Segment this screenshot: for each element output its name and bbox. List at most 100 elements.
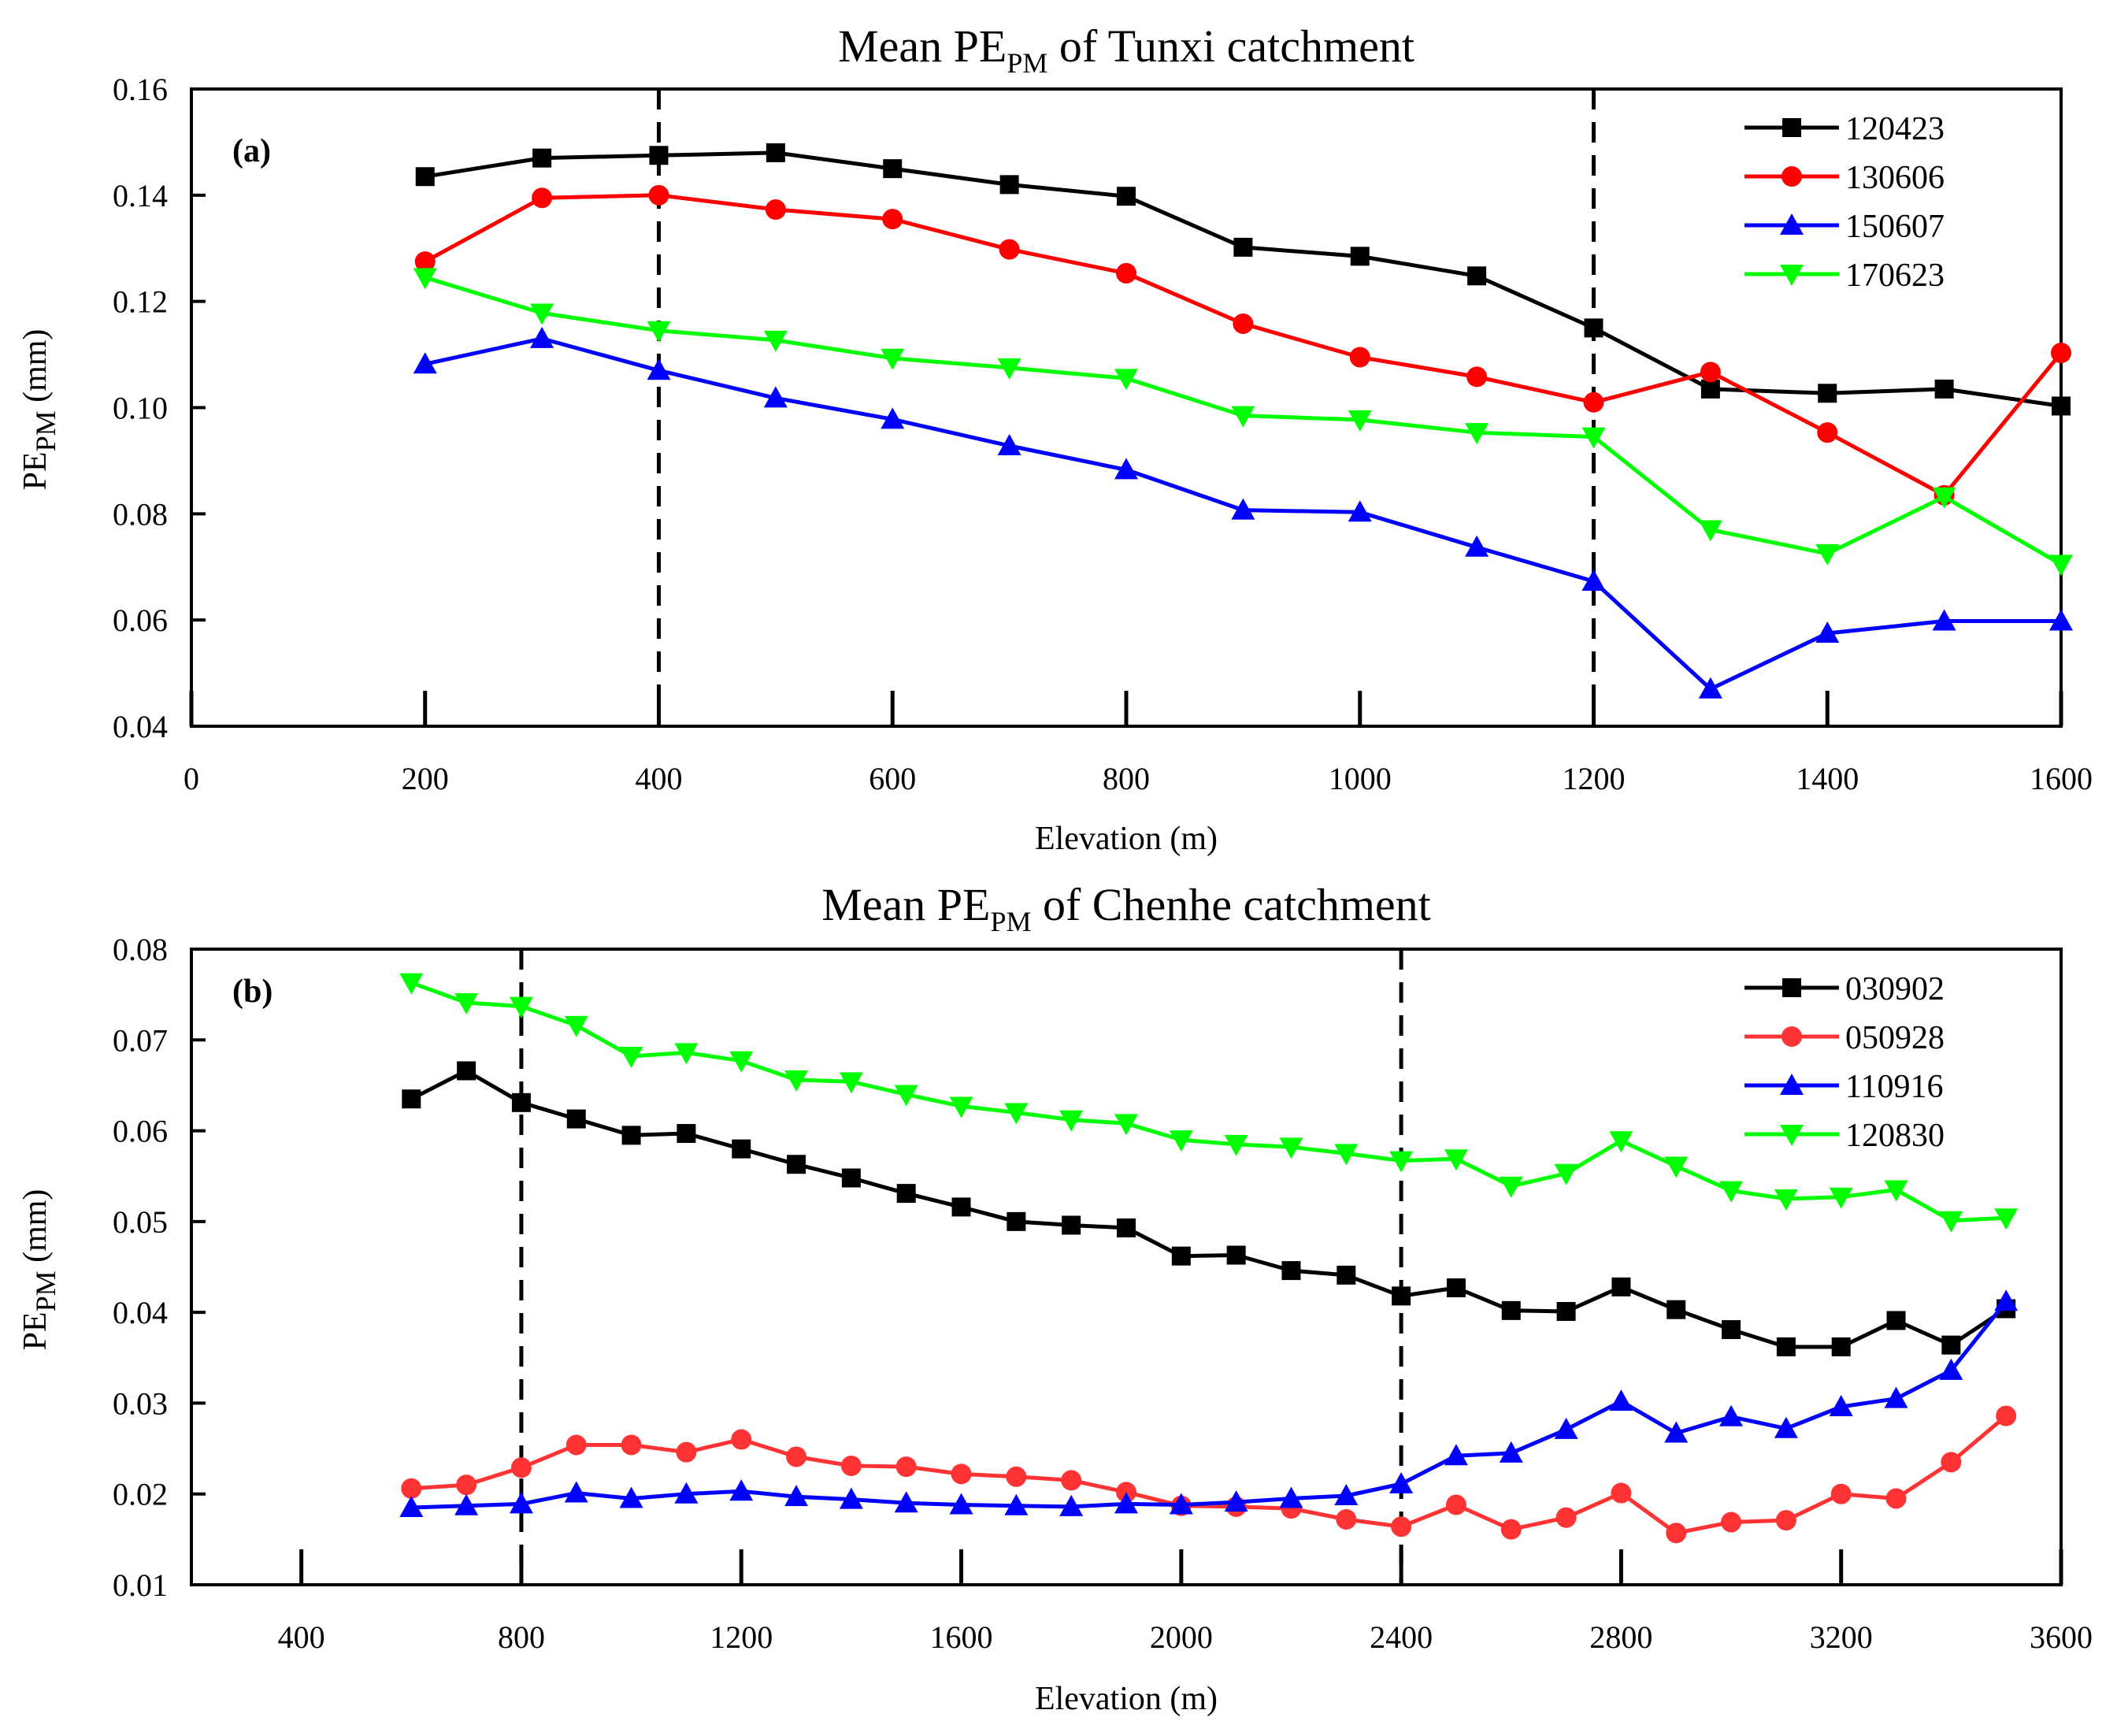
data-point bbox=[1004, 1493, 1029, 1515]
data-point bbox=[883, 159, 903, 179]
data-point bbox=[1389, 1472, 1414, 1494]
legend-marker bbox=[1780, 1074, 1804, 1095]
data-point bbox=[1886, 1311, 1906, 1330]
data-point bbox=[1004, 1103, 1029, 1125]
data-point bbox=[510, 1457, 532, 1478]
data-point bbox=[1554, 1417, 1578, 1439]
data-point bbox=[729, 1051, 754, 1073]
data-point bbox=[1114, 369, 1138, 391]
data-point bbox=[1555, 1507, 1577, 1528]
data-point bbox=[1114, 1492, 1138, 1514]
data-point bbox=[1279, 1137, 1303, 1159]
data-point bbox=[1392, 1286, 1411, 1306]
legend-marker bbox=[1781, 166, 1802, 187]
series-030902 bbox=[402, 1061, 2016, 1356]
chart-panel-chenhe: Mean PEPM of Chenhe catchment 0.01 0.02 0.0… bbox=[17, 879, 2093, 1717]
panel-label: (b) bbox=[232, 974, 273, 1010]
data-point bbox=[1932, 609, 1956, 631]
data-point bbox=[786, 1446, 807, 1467]
data-point bbox=[1499, 1176, 1523, 1198]
data-point bbox=[530, 303, 554, 325]
data-point bbox=[1830, 1483, 1852, 1504]
y-tick-label: 0.04 bbox=[113, 1295, 168, 1330]
chart-title: Mean PEPM of Tunxi catchment bbox=[838, 20, 1414, 79]
data-point bbox=[763, 330, 788, 352]
y-tick-label: 0.10 bbox=[113, 391, 168, 426]
data-point bbox=[1666, 1523, 1687, 1544]
y-axis-label: PEPM (mm) bbox=[17, 329, 61, 491]
data-point bbox=[1231, 406, 1255, 428]
data-point bbox=[841, 1168, 861, 1188]
y-tick-label: 0.12 bbox=[113, 284, 168, 320]
data-point bbox=[765, 199, 786, 221]
data-point bbox=[1698, 677, 1722, 699]
data-point bbox=[532, 187, 553, 209]
data-point bbox=[457, 1061, 476, 1081]
x-axis-label: Elevation (m) bbox=[1035, 1681, 1218, 1717]
x-tick-label: 1000 bbox=[1329, 761, 1392, 796]
data-point bbox=[1815, 621, 1840, 644]
legend-label: 150607 bbox=[1845, 209, 1945, 245]
data-point bbox=[1062, 1215, 1081, 1235]
x-tick-label: 2400 bbox=[1370, 1619, 1433, 1655]
data-point bbox=[1996, 1405, 2017, 1426]
legend-marker bbox=[1782, 978, 1801, 997]
data-point bbox=[1500, 1519, 1522, 1540]
data-point bbox=[2049, 555, 2073, 577]
data-point bbox=[763, 386, 788, 408]
data-point bbox=[2051, 343, 2071, 364]
data-point bbox=[1169, 1130, 1193, 1152]
data-point bbox=[997, 434, 1021, 456]
data-point bbox=[1774, 1416, 1798, 1438]
data-point bbox=[1719, 1404, 1744, 1426]
data-point bbox=[1556, 1301, 1576, 1321]
data-point bbox=[619, 1486, 643, 1508]
data-point bbox=[674, 1482, 699, 1504]
data-point bbox=[1281, 1261, 1301, 1281]
data-point bbox=[1941, 1335, 1961, 1355]
data-point bbox=[1465, 535, 1489, 557]
data-point bbox=[1233, 313, 1254, 334]
data-point bbox=[1114, 458, 1138, 480]
x-tick-label: 600 bbox=[869, 761, 916, 796]
data-point bbox=[731, 1429, 752, 1450]
legend-marker bbox=[1782, 118, 1801, 137]
data-point bbox=[1224, 1490, 1248, 1512]
series-170623 bbox=[413, 268, 2073, 577]
series-line bbox=[411, 1300, 2008, 1510]
data-point bbox=[999, 175, 1019, 195]
panel-label: (a) bbox=[232, 133, 271, 169]
x-tick-label: 400 bbox=[636, 761, 683, 796]
data-point bbox=[1611, 1277, 1631, 1296]
data-point bbox=[1775, 1510, 1796, 1531]
data-point bbox=[1831, 1337, 1851, 1356]
data-point bbox=[1818, 384, 1837, 403]
y-tick-label: 0.06 bbox=[113, 1114, 168, 1149]
y-tick-label: 0.08 bbox=[113, 496, 168, 532]
data-point bbox=[1466, 366, 1488, 388]
data-point bbox=[1337, 1265, 1356, 1285]
data-point bbox=[1664, 1156, 1689, 1178]
data-point bbox=[840, 1455, 862, 1476]
legend-marker bbox=[1780, 1125, 1804, 1146]
data-point bbox=[1336, 1508, 1357, 1530]
data-point bbox=[1224, 1134, 1248, 1156]
data-point bbox=[951, 1197, 971, 1217]
legend-item: 110916 bbox=[1744, 1069, 1943, 1105]
data-point bbox=[532, 148, 552, 168]
data-point bbox=[565, 1434, 587, 1456]
data-point bbox=[648, 184, 669, 206]
legend-marker bbox=[1781, 1026, 1802, 1047]
x-tick-label: 200 bbox=[402, 761, 449, 796]
legend-label: 030902 bbox=[1845, 971, 1945, 1007]
data-point bbox=[415, 167, 435, 187]
data-point bbox=[677, 1124, 696, 1144]
data-point bbox=[1884, 1386, 1908, 1408]
data-point bbox=[1884, 1180, 1908, 1202]
data-point bbox=[1114, 1114, 1138, 1136]
data-point bbox=[839, 1487, 863, 1509]
data-point bbox=[1445, 1494, 1466, 1515]
data-point bbox=[530, 326, 554, 348]
data-point bbox=[619, 1047, 643, 1069]
